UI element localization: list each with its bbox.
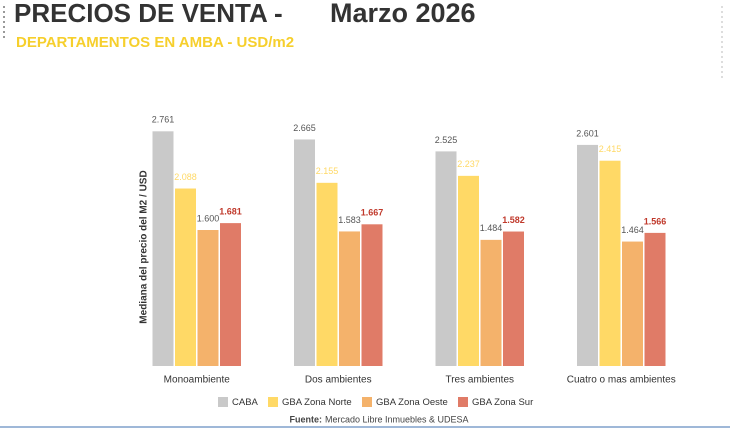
bar [152,131,174,366]
bar [220,223,241,366]
data-label: 1.600 [197,213,220,223]
data-label: 1.582 [502,215,525,225]
legend-label: CABA [232,397,259,408]
data-label: 1.667 [361,208,384,218]
y-axis-label: Mediana del precio del M2 / USD [139,170,150,323]
data-label: 2.601 [576,128,599,138]
data-label: 2.088 [174,172,197,182]
bar [197,230,219,366]
data-label: 1.566 [644,216,667,226]
bar [339,231,360,366]
legend-label: GBA Zona Oeste [376,397,448,408]
data-label: 2.155 [316,166,339,176]
bar [361,224,383,366]
chart-title-date: Marzo 2026 [330,0,476,28]
legend-swatch [458,397,468,407]
x-tick-label: Dos ambientes [305,375,372,386]
x-tick-label: Cuatro o mas ambientes [567,375,676,386]
bar [316,182,338,366]
legend-swatch [218,397,228,407]
bar [622,241,643,366]
x-tick-label: Tres ambientes [445,375,514,386]
legend-swatch [362,397,372,407]
legend-label: GBA Zona Norte [282,397,352,408]
bar [599,160,621,366]
source-label: Fuente: [290,414,323,424]
data-label: 1.484 [480,223,503,233]
data-label: 1.464 [621,225,644,235]
bar [480,239,502,366]
source: Mercado Libre Inmuebles & UDESA [325,414,469,424]
data-label: 2.665 [293,123,316,133]
data-label: 2.761 [152,115,175,125]
data-label: 2.237 [457,159,480,169]
bar [458,175,479,366]
data-label: 2.415 [599,144,622,154]
x-tick-label: Monoambiente [164,375,231,386]
bar [644,232,666,366]
bar [294,139,315,366]
legend-label: GBA Zona Sur [472,397,533,408]
chart-subtitle: DEPARTAMENTOS EN AMBA - USD/m2 [16,34,294,51]
bar [435,151,457,366]
legend-swatch [268,397,278,407]
data-label: 1.583 [338,215,361,225]
bar [175,188,196,366]
data-label: 1.681 [219,206,242,216]
bar [577,144,598,366]
data-label: 2.525 [435,135,458,145]
bar [503,231,524,366]
chart-title: PRECIOS DE VENTA - [14,0,283,28]
